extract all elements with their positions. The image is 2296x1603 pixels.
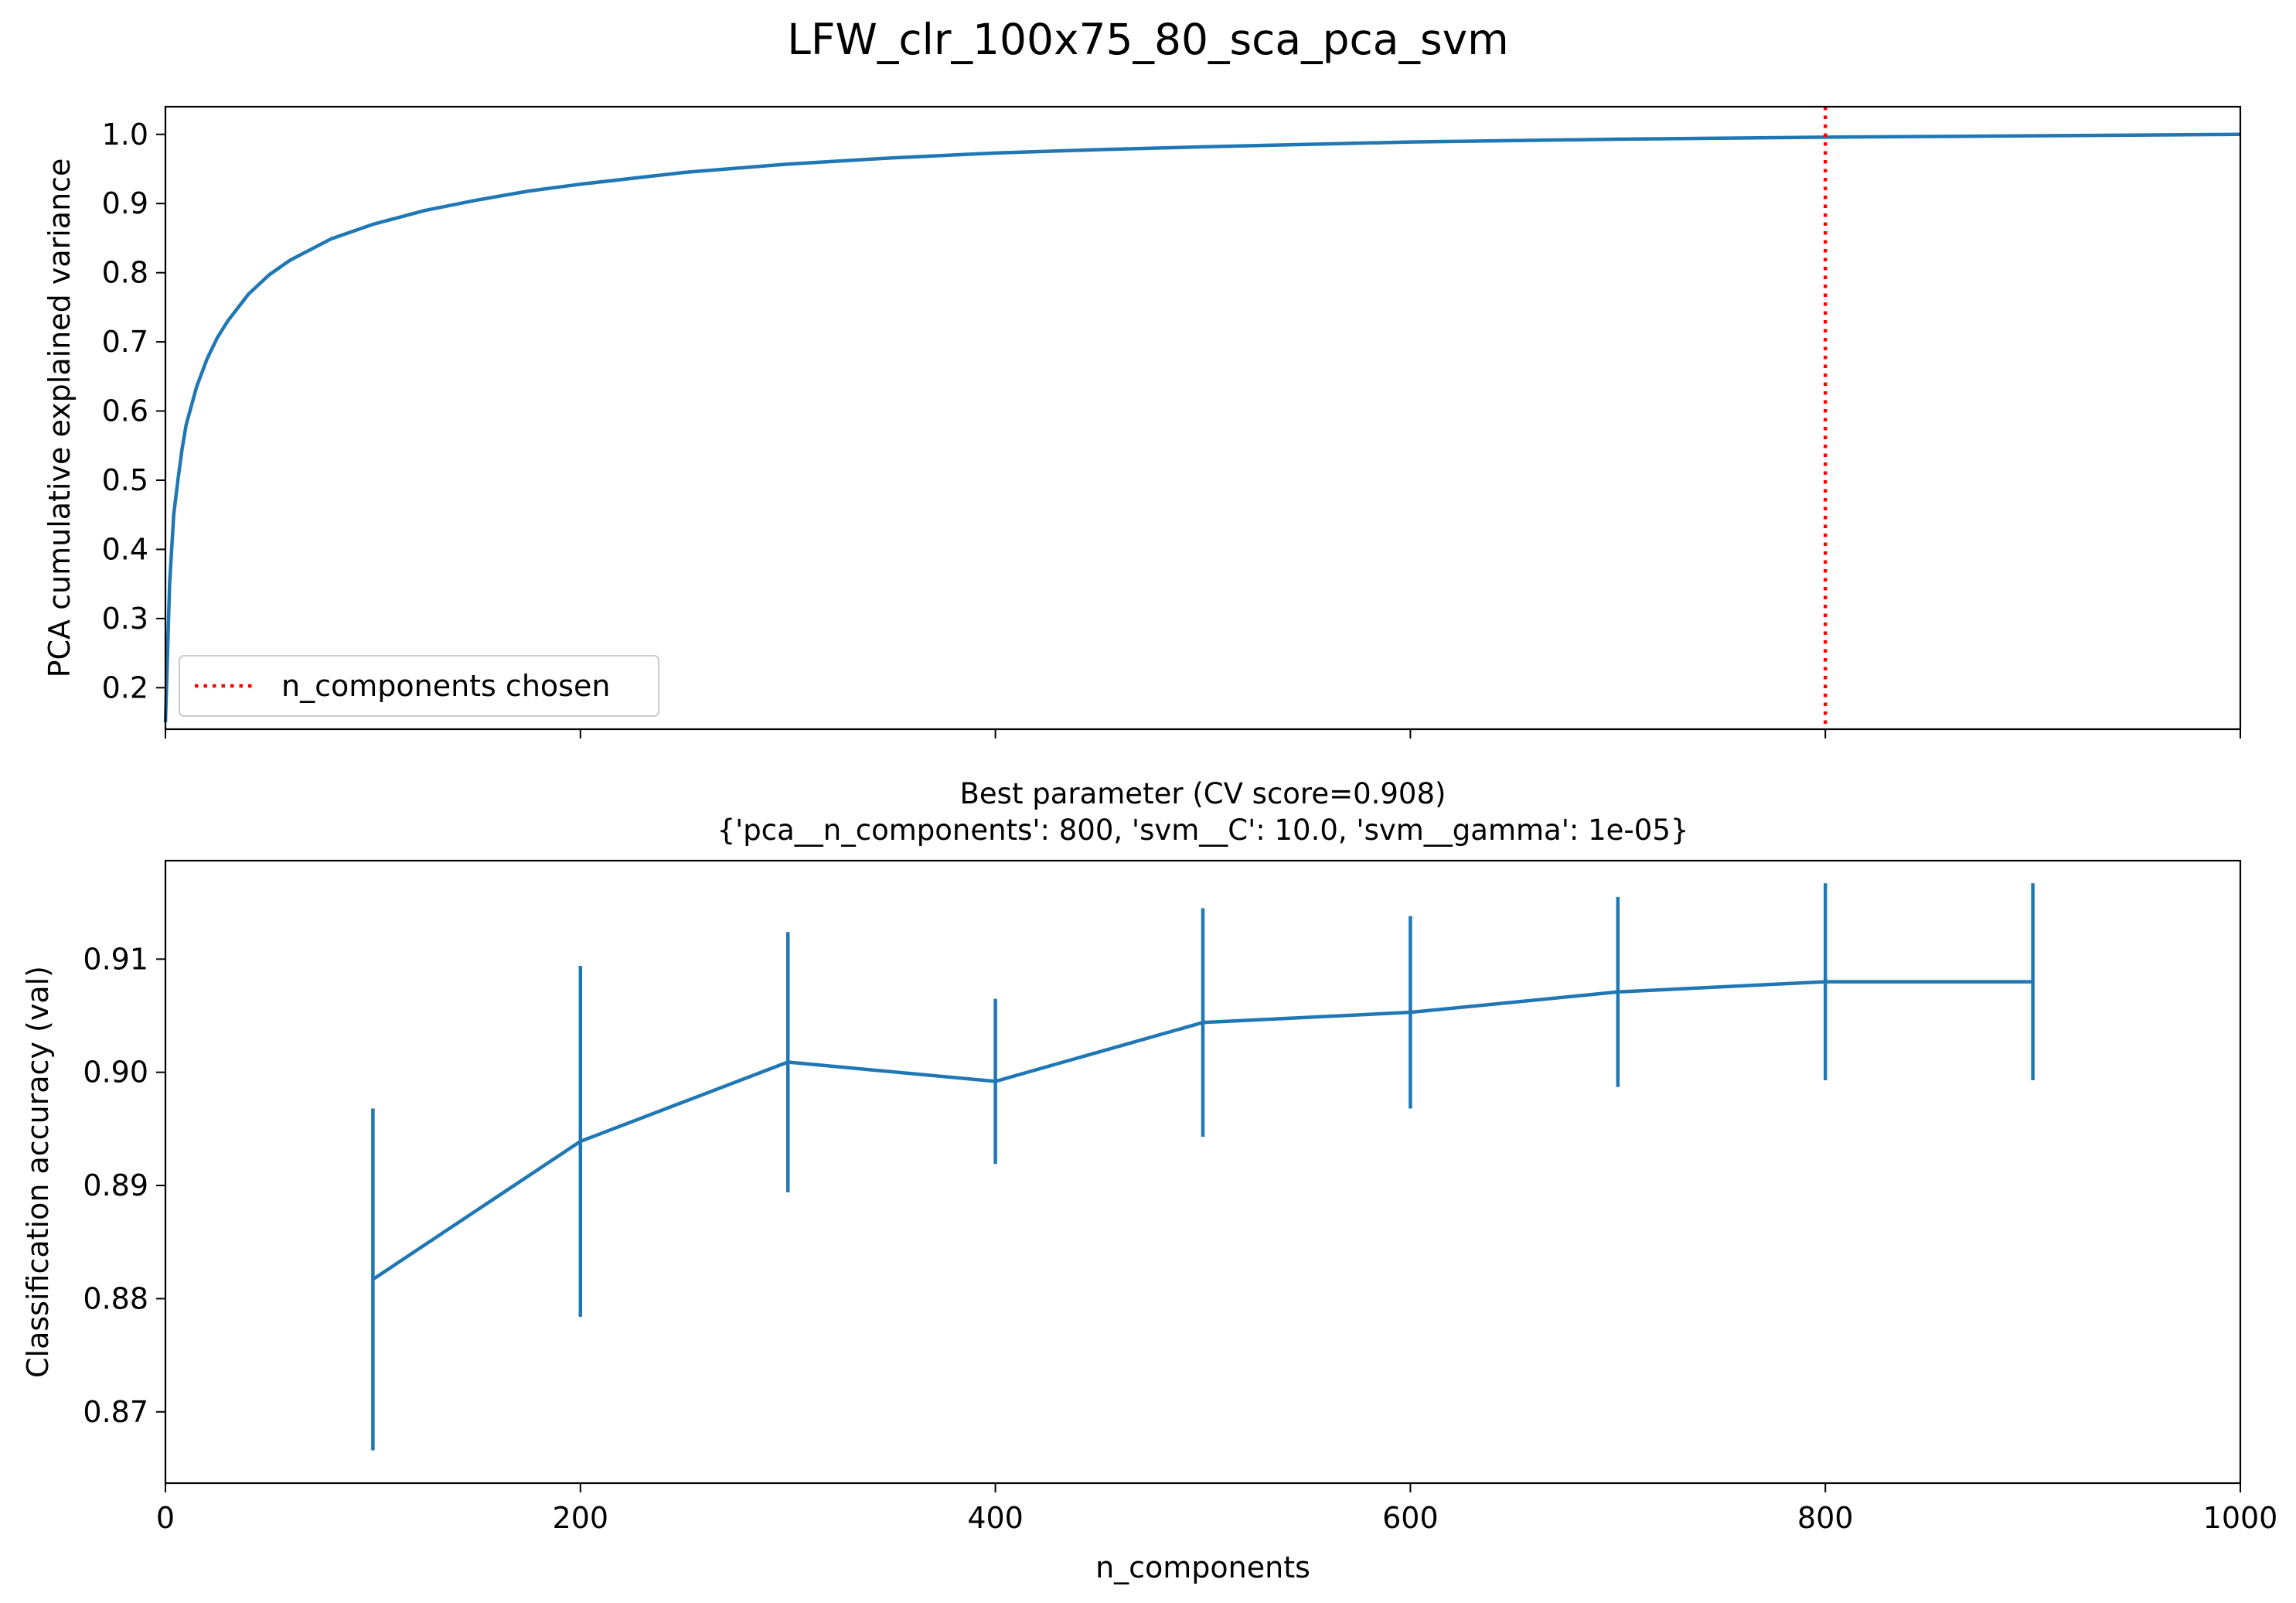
y-tick-label: 0.9 — [102, 186, 148, 220]
variance-plot: 0.2 0.3 0.4 0.5 0.6 0.7 0.8 0.9 1.0 PCA cumulativ… — [43, 105, 2242, 738]
legend-box — [179, 655, 659, 717]
y-tick-label: 0.89 — [83, 1168, 148, 1202]
y-tick-label: 0.8 — [102, 256, 148, 290]
y-tick-label: 0.7 — [102, 325, 148, 359]
x-tick-label: 800 — [1797, 1501, 1854, 1535]
x-tick-label: 400 — [967, 1501, 1024, 1535]
plot-frame — [164, 105, 2242, 731]
y-tick-label: 0.3 — [102, 602, 148, 636]
y-tick-label: 0.4 — [102, 532, 148, 566]
y-tick-label: 0.2 — [102, 670, 148, 704]
plot-subtitle: {'pca__n_components': 800, 'svm__C': 10.… — [717, 813, 1689, 847]
plot-title: Best parameter (CV score=0.908) — [960, 777, 1446, 810]
accuracy-line — [372, 980, 2033, 1281]
x-tick-label: 600 — [1382, 1501, 1439, 1535]
variance-curve — [163, 132, 2241, 723]
y-tick-label: 0.88 — [83, 1281, 148, 1315]
legend-label: n_components chosen — [281, 669, 610, 703]
y-tick-label: 1.0 — [102, 118, 148, 152]
y-tick-label: 0.6 — [102, 394, 148, 428]
y-tick-label: 0.90 — [83, 1056, 148, 1090]
figure-title: LFW_clr_100x75_80_sca_pca_svm — [787, 15, 1509, 64]
y-tick-label: 0.91 — [83, 942, 148, 976]
y-axis-label: PCA cumulative explained variance — [43, 159, 77, 678]
y-axis-label: Classification accuracy (val) — [21, 966, 55, 1378]
x-tick-label: 200 — [553, 1501, 609, 1535]
accuracy-plot: Best parameter (CV score=0.908){'pca__n_… — [21, 777, 2277, 1584]
y-tick-label: 0.5 — [102, 463, 148, 497]
x-tick-label: 1000 — [2203, 1501, 2278, 1535]
x-axis-label: n_components — [1095, 1550, 1310, 1584]
plot-frame — [164, 859, 2242, 1485]
x-tick-label: 0 — [156, 1501, 175, 1535]
y-tick-label: 0.87 — [83, 1395, 148, 1429]
